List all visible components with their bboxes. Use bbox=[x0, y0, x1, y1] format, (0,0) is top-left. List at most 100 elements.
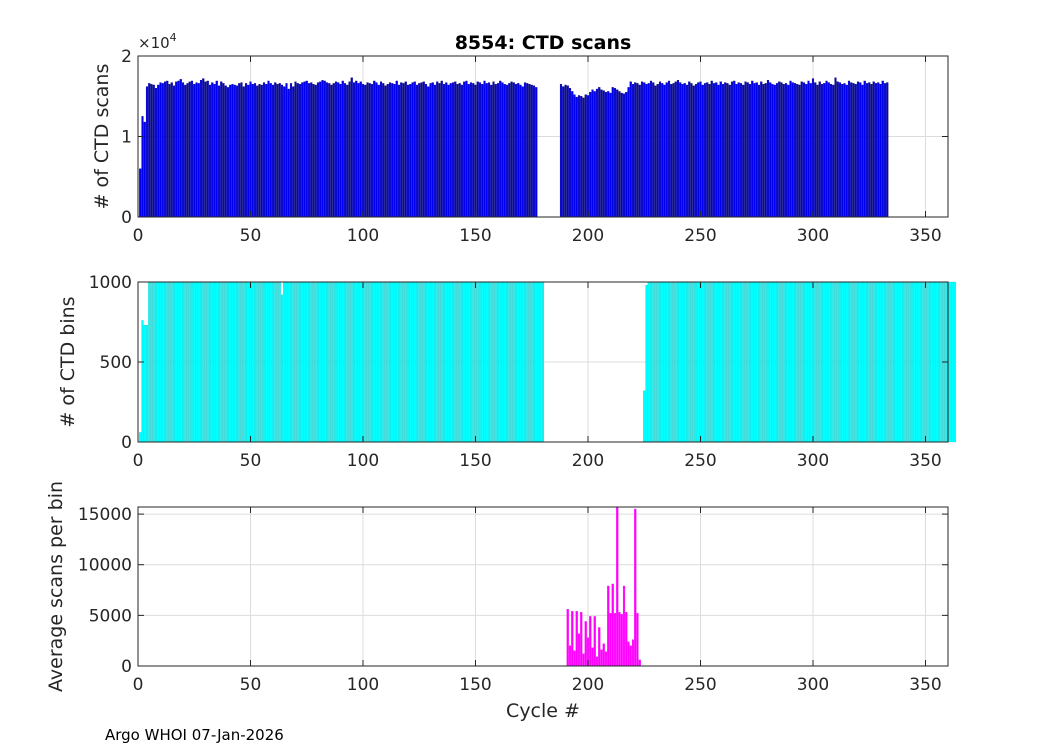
bar bbox=[382, 83, 385, 218]
bar bbox=[865, 281, 869, 443]
bar bbox=[436, 281, 439, 443]
bar bbox=[240, 281, 243, 443]
bar bbox=[757, 84, 761, 218]
bar bbox=[280, 294, 284, 443]
bar bbox=[613, 88, 617, 218]
bar bbox=[582, 97, 585, 218]
bar bbox=[186, 83, 189, 218]
bar bbox=[766, 80, 770, 218]
bar bbox=[364, 84, 367, 218]
bar bbox=[289, 281, 293, 443]
bar bbox=[526, 281, 529, 443]
bar bbox=[204, 281, 207, 443]
bar bbox=[798, 281, 801, 443]
bar bbox=[796, 84, 799, 218]
bar bbox=[805, 84, 808, 218]
bar bbox=[242, 86, 245, 218]
bar bbox=[188, 81, 191, 218]
bar bbox=[663, 281, 666, 443]
bar bbox=[485, 83, 488, 218]
bar bbox=[190, 281, 194, 443]
bar bbox=[220, 281, 223, 443]
bar bbox=[870, 281, 873, 443]
bar bbox=[865, 83, 869, 218]
bar bbox=[409, 281, 412, 443]
bar bbox=[717, 84, 720, 218]
bar bbox=[836, 81, 839, 218]
bar bbox=[301, 82, 304, 218]
bar bbox=[672, 83, 675, 218]
bar bbox=[656, 84, 659, 218]
bar bbox=[904, 281, 907, 443]
bar bbox=[442, 281, 446, 443]
bar bbox=[303, 81, 306, 218]
bar bbox=[391, 281, 394, 443]
bar bbox=[406, 84, 410, 218]
bar bbox=[240, 82, 243, 218]
bar bbox=[496, 281, 500, 443]
bar bbox=[206, 80, 209, 218]
bar bbox=[145, 86, 149, 218]
bar bbox=[141, 116, 144, 218]
bar bbox=[886, 281, 889, 443]
bar bbox=[249, 81, 252, 218]
bar bbox=[638, 84, 641, 218]
bar bbox=[715, 281, 718, 443]
bar bbox=[766, 281, 770, 443]
bar bbox=[571, 91, 574, 218]
bar bbox=[463, 281, 466, 443]
bar bbox=[589, 616, 592, 667]
bar bbox=[519, 84, 522, 218]
bar bbox=[775, 281, 779, 443]
bar bbox=[278, 281, 281, 443]
bar bbox=[476, 81, 479, 218]
bar bbox=[377, 281, 380, 443]
bar bbox=[573, 94, 576, 218]
y-tick-label: 0 bbox=[121, 657, 132, 677]
bar bbox=[440, 281, 443, 443]
bar bbox=[190, 80, 194, 218]
bar bbox=[652, 281, 655, 443]
bar bbox=[503, 84, 506, 218]
bar bbox=[204, 81, 207, 218]
bar bbox=[679, 82, 682, 218]
bar bbox=[217, 85, 221, 218]
bar bbox=[193, 84, 196, 218]
bar bbox=[346, 281, 349, 443]
bar bbox=[760, 281, 763, 443]
y-tick-label: 2 bbox=[121, 47, 132, 67]
y-tick-label: 0 bbox=[121, 208, 132, 228]
bar bbox=[539, 281, 542, 443]
bar bbox=[422, 281, 425, 443]
bar bbox=[395, 80, 398, 218]
bar bbox=[485, 281, 488, 443]
bar bbox=[739, 281, 743, 443]
bar bbox=[467, 281, 470, 443]
bar bbox=[829, 281, 833, 443]
bar bbox=[195, 281, 198, 443]
bar bbox=[523, 281, 527, 443]
bar bbox=[415, 281, 419, 443]
bar bbox=[312, 84, 315, 218]
bar bbox=[447, 281, 450, 443]
bar bbox=[683, 83, 686, 218]
bar bbox=[654, 85, 657, 218]
bar bbox=[949, 281, 952, 443]
bar bbox=[773, 84, 776, 218]
bar bbox=[751, 80, 754, 218]
bar bbox=[238, 83, 241, 218]
bar bbox=[726, 83, 729, 218]
bar bbox=[159, 82, 162, 218]
y-tick-label: 0 bbox=[121, 433, 132, 453]
bar bbox=[730, 81, 734, 218]
bar bbox=[627, 641, 630, 667]
bar bbox=[814, 281, 817, 443]
bar bbox=[730, 281, 734, 443]
bar bbox=[368, 281, 371, 443]
bar bbox=[339, 84, 342, 218]
bar bbox=[296, 281, 299, 443]
bar bbox=[154, 281, 158, 443]
bar bbox=[890, 281, 893, 443]
bar bbox=[226, 87, 230, 218]
bar bbox=[618, 91, 621, 218]
